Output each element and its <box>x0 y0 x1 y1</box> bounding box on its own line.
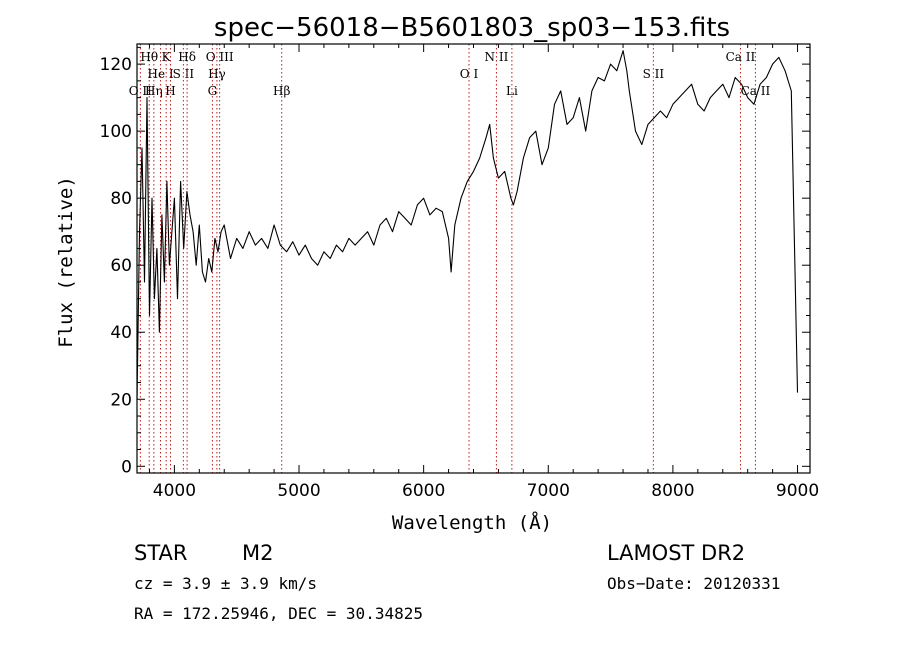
x-axis-label: Wavelength (Å) <box>392 511 552 534</box>
object-class: STAR <box>134 541 187 565</box>
line-label-11: Hβ <box>273 84 290 98</box>
coordinates: RA = 172.25946, DEC = 30.34825 <box>134 604 423 623</box>
y-tick-label-4: 80 <box>110 189 132 209</box>
line-label-15: S II <box>643 67 665 81</box>
line-label-13: N II <box>485 50 509 64</box>
line-label-2: Hη <box>145 84 163 98</box>
y-tick-label-3: 60 <box>110 256 132 276</box>
y-tick-label-6: 120 <box>100 55 132 75</box>
spectrum-series <box>136 50 799 400</box>
axis-ticks: 4000 5000 6000 7000 8000 9000 0 20 40 60 80 100 120 <box>100 44 819 501</box>
y-tick-label-5: 100 <box>100 122 132 142</box>
line-label-10: O III <box>206 50 234 64</box>
line-label-1: Hθ <box>140 50 158 64</box>
line-label-14: Li <box>506 84 518 98</box>
spectral-line-markers: O II Hθ Hη He I K H S II Hδ G Hγ O III Hβ O I N II Li S… <box>129 44 771 473</box>
y-tick-label-1: 20 <box>110 390 132 410</box>
line-label-9: Hγ <box>208 67 226 81</box>
line-label-7: Hδ <box>178 50 196 64</box>
line-label-8: G <box>208 84 218 98</box>
x-tick-label-3: 7000 <box>527 481 570 501</box>
obs-date: Obs−Date: 20120331 <box>607 574 780 593</box>
line-label-3: He I <box>147 67 173 81</box>
line-label-16: Ca II <box>726 50 756 64</box>
line-label-12: O I <box>460 67 479 81</box>
line-label-5: H <box>165 84 175 98</box>
spectrum-line-0 <box>136 50 799 400</box>
x-tick-label-2: 6000 <box>402 481 445 501</box>
x-tick-label-5: 9000 <box>776 481 819 501</box>
object-subclass: M2 <box>242 541 273 565</box>
line-label-4: K <box>162 50 172 64</box>
y-tick-label-0: 0 <box>121 457 132 477</box>
x-tick-label-1: 5000 <box>277 481 320 501</box>
line-label-17: Ca II <box>741 84 771 98</box>
chart-title: spec−56018−B5601803_sp03−153.fits <box>214 13 730 43</box>
redshift-cz: cz = 3.9 ± 3.9 km/s <box>134 574 317 593</box>
y-axis-label: Flux (relative) <box>55 176 77 348</box>
plot-frame <box>136 43 811 474</box>
y-tick-label-2: 40 <box>110 323 132 343</box>
line-label-6: S II <box>173 67 195 81</box>
line-label-0: O II <box>129 84 152 98</box>
survey-name: LAMOST DR2 <box>607 541 745 565</box>
x-tick-label-0: 4000 <box>153 481 196 501</box>
x-tick-label-4: 8000 <box>651 481 694 501</box>
